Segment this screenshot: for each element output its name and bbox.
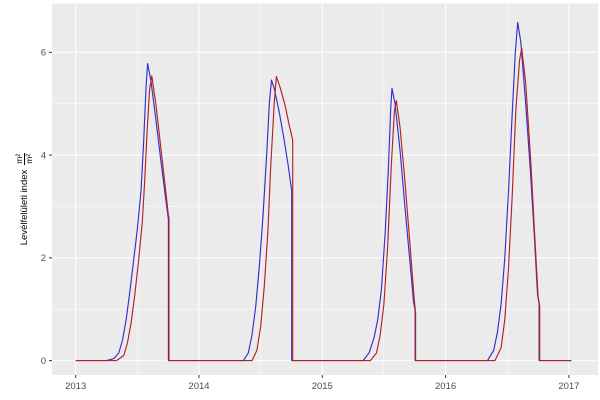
x-tick-label: 2013	[65, 381, 86, 392]
plot-panel	[52, 3, 598, 375]
y-axis-title: Levélfelületi index m² m²	[6, 109, 42, 289]
y-tick-label: 4	[41, 150, 46, 161]
y-tick-label: 6	[41, 48, 46, 59]
x-tick-label: 2017	[558, 381, 579, 392]
blue-series-line	[75, 21, 572, 362]
red-series-line	[75, 47, 572, 362]
y-axis-unit-fraction: m² m²	[13, 152, 34, 165]
y-tick-label: 2	[41, 253, 46, 264]
y-tick-label: 0	[41, 356, 46, 367]
y-axis-unit-denominator: m²	[23, 153, 34, 164]
x-tick-label: 2014	[188, 381, 209, 392]
y-axis-unit-numerator: m²	[13, 152, 25, 165]
x-tick-label: 2015	[312, 381, 333, 392]
y-axis-title-text: Levélfelületi index	[18, 169, 30, 246]
x-tick-label: 2016	[435, 381, 456, 392]
